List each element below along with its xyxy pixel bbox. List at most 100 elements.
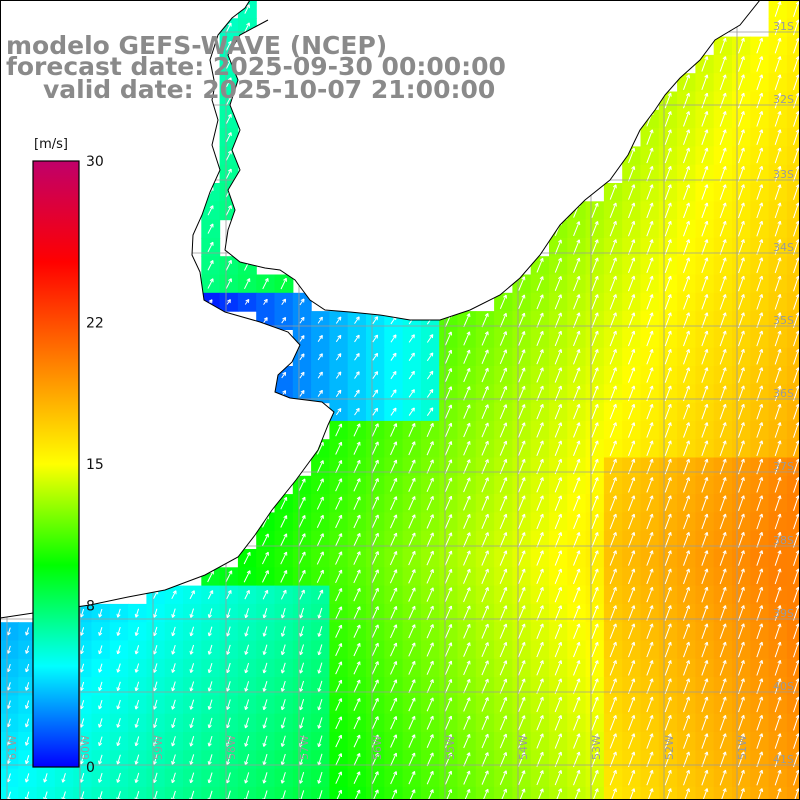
wind-arrow	[463, 459, 471, 474]
wind-arrow	[536, 312, 544, 328]
wind-arrow	[591, 495, 599, 511]
wind-arrow	[719, 531, 727, 548]
wind-arrow	[573, 495, 581, 511]
wind-arrow	[408, 514, 416, 529]
wind-arrow	[609, 422, 617, 438]
wind-arrow	[554, 477, 563, 493]
wind-arrow	[646, 495, 654, 511]
wind-arrow	[371, 441, 379, 455]
wind-arrow	[664, 147, 672, 164]
lon-label: 53W	[590, 735, 603, 760]
wind-arrow	[774, 129, 782, 145]
wind-arrow	[372, 334, 379, 343]
wind-arrow	[573, 403, 581, 420]
wind-arrow	[499, 349, 508, 365]
wind-arrow	[481, 440, 489, 456]
wind-arrow	[738, 275, 745, 292]
wind-arrow	[774, 1, 782, 17]
wind-arrow	[609, 477, 617, 493]
wind-arrow	[774, 531, 782, 548]
lat-label: 36S	[773, 387, 794, 400]
wind-arrow	[628, 257, 636, 273]
wind-arrow	[316, 533, 324, 547]
wind-arrow	[719, 129, 727, 145]
wind-arrow	[463, 477, 471, 493]
wind-arrow	[481, 367, 489, 383]
wind-arrow	[481, 477, 489, 493]
wind-arrow	[444, 368, 453, 383]
wind-cell	[786, 732, 800, 751]
lon-label: 52W	[663, 735, 676, 760]
wind-arrow	[664, 477, 672, 493]
wind-cell	[713, 786, 733, 800]
wind-arrow	[664, 202, 672, 219]
lat-label: 37S	[773, 460, 794, 473]
wind-arrow	[408, 407, 415, 416]
wind-arrow	[573, 440, 581, 456]
wind-arrow	[408, 370, 415, 380]
wind-arrow	[719, 312, 727, 328]
wind-arrow	[573, 257, 581, 273]
wind-arrow	[354, 389, 360, 398]
wind-arrow	[774, 385, 782, 402]
wind-arrow	[573, 312, 581, 328]
colorbar-tick-label: 22	[86, 316, 104, 332]
wind-arrow	[463, 367, 471, 383]
wind-arrow	[554, 440, 563, 456]
wind-arrow	[683, 92, 691, 109]
wind-arrow	[683, 129, 691, 145]
wind-arrow	[719, 495, 727, 511]
wind-arrow	[719, 440, 727, 457]
wind-arrow	[389, 550, 398, 566]
wind-arrow	[628, 312, 636, 328]
wind-arrow	[372, 316, 379, 325]
wind-arrow	[518, 532, 526, 548]
wind-arrow	[738, 495, 745, 511]
wind-arrow	[719, 403, 727, 420]
wind-arrow	[646, 275, 654, 292]
wind-arrow	[317, 334, 323, 342]
wind-arrow	[738, 385, 745, 402]
wind-arrow	[774, 19, 782, 36]
wind-arrow	[701, 92, 709, 109]
wind-arrow	[628, 513, 636, 530]
wind-arrow	[591, 294, 599, 310]
wind-arrow	[573, 330, 581, 347]
wind-arrow	[225, 259, 232, 271]
wind-arrow	[554, 495, 563, 511]
wind-arrow	[646, 312, 654, 328]
wind-arrow	[719, 147, 727, 164]
wind-arrow	[335, 423, 343, 437]
wind-arrow	[316, 551, 324, 565]
wind-arrow	[591, 403, 599, 420]
wind-arrow	[372, 389, 379, 398]
wind-arrow	[683, 531, 691, 548]
wind-arrow	[683, 184, 691, 200]
wind-arrow	[554, 257, 562, 273]
wind-arrow	[554, 532, 563, 548]
wind-arrow	[719, 275, 727, 292]
wind-arrow	[683, 385, 691, 402]
wind-cell	[585, 786, 605, 800]
wind-arrow	[390, 371, 397, 380]
wind-arrow	[225, 205, 232, 216]
wind-arrow	[609, 220, 617, 237]
lat-label: 38S	[773, 534, 794, 547]
wind-arrow	[353, 514, 361, 529]
wind-arrow	[683, 513, 691, 530]
wind-arrow	[664, 111, 672, 127]
wind-arrow	[628, 184, 636, 200]
wind-arrow	[628, 385, 636, 402]
wind-arrow	[701, 422, 709, 438]
wind-arrow	[756, 184, 764, 200]
wind-arrow	[683, 275, 691, 292]
wind-arrow	[756, 294, 764, 310]
wind-arrow	[738, 330, 745, 347]
wind-arrow	[444, 404, 453, 419]
wind-arrow	[499, 495, 508, 511]
wind-arrow	[719, 239, 727, 255]
wind-arrow	[335, 353, 342, 361]
wind-arrow	[518, 513, 526, 530]
wind-arrow	[335, 496, 343, 510]
wind-arrow	[774, 92, 782, 109]
